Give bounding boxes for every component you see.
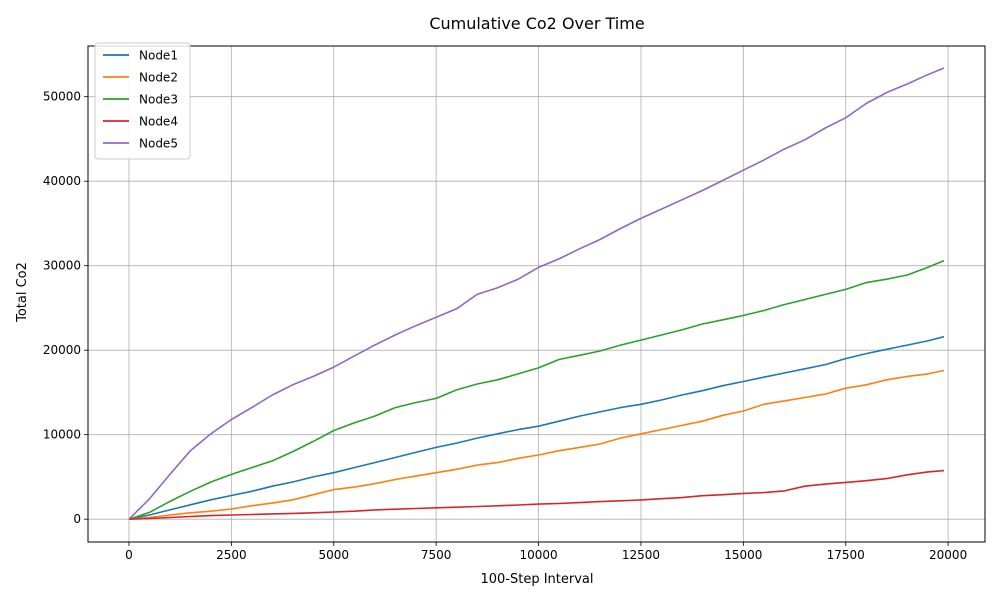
y-tick-label: 10000: [43, 428, 81, 442]
y-tick-label: 40000: [43, 174, 81, 188]
x-tick-label: 2500: [216, 548, 247, 562]
x-tick-label: 15000: [724, 548, 762, 562]
y-tick-label: 30000: [43, 259, 81, 273]
y-axis: 0 10000 20000 30000 40000 50000: [43, 90, 88, 526]
legend-label-node1: Node1: [139, 49, 178, 63]
x-axis: 0 2500 5000 7500 10000 12500 15000 17500 20000: [125, 542, 967, 562]
series-line-node5: [128, 67, 945, 520]
x-tick-label: 7500: [421, 548, 452, 562]
x-tick-label: 10000: [519, 548, 557, 562]
x-tick-label: 5000: [318, 548, 349, 562]
series-layer: [128, 67, 945, 520]
x-tick-label: 12500: [622, 548, 660, 562]
y-tick-label: 50000: [43, 90, 81, 104]
series-line-node1: [128, 335, 945, 520]
legend-box: [94, 42, 191, 160]
legend-label-node3: Node3: [139, 93, 178, 107]
y-axis-label: Total Co2: [15, 262, 30, 323]
x-tick-label: 17500: [827, 548, 865, 562]
grid: [88, 46, 985, 542]
x-axis-label: 100-Step Interval: [480, 572, 593, 587]
plot-frame: [87, 45, 986, 543]
x-tick-label: 0: [125, 548, 133, 562]
x-tick-label: 20000: [929, 548, 967, 562]
series-line-node3: [128, 259, 945, 520]
legend-label-node2: Node2: [139, 71, 178, 85]
legend-label-node5: Node5: [139, 137, 178, 151]
y-tick-label: 20000: [43, 343, 81, 357]
chart-title: Cumulative Co2 Over Time: [429, 14, 644, 33]
y-tick-label: 0: [73, 512, 81, 526]
series-line-node2: [128, 369, 945, 520]
series-line-node4: [128, 469, 945, 520]
legend: Node1 Node2 Node3 Node4 Node5: [94, 42, 191, 160]
legend-label-node4: Node4: [139, 115, 178, 129]
